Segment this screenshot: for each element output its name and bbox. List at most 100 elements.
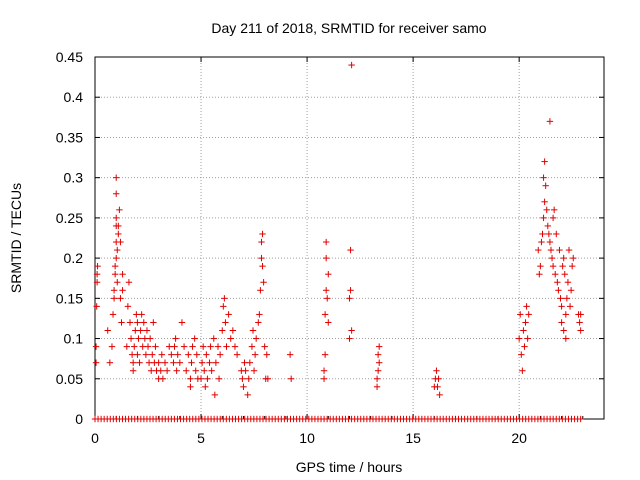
data-point: [374, 351, 382, 358]
x-tick-label: 10: [299, 430, 315, 446]
data-point: [562, 311, 570, 318]
data-point: [92, 343, 100, 350]
data-point: [93, 279, 101, 286]
data-point: [373, 383, 381, 391]
data-point: [286, 351, 294, 358]
data-point: [433, 367, 440, 374]
data-point: [245, 375, 252, 382]
data-point: [549, 262, 557, 270]
data-point: [113, 214, 120, 222]
data-point: [191, 335, 198, 342]
grid-lines: [95, 57, 604, 419]
data-point: [207, 343, 214, 350]
baseline-point: [577, 415, 584, 423]
data-point: [223, 343, 230, 350]
data-point: [249, 327, 257, 334]
data-point: [185, 351, 192, 358]
data-point: [212, 359, 220, 366]
data-point: [180, 343, 188, 350]
data-point: [538, 238, 545, 246]
data-point: [244, 391, 251, 399]
data-point: [547, 246, 555, 254]
data-point: [182, 367, 190, 374]
data-point: [518, 351, 525, 358]
data-point: [113, 254, 120, 262]
data-point: [546, 238, 554, 246]
data-point: [117, 238, 124, 246]
data-point: [517, 311, 524, 318]
data-point: [159, 375, 167, 382]
data-point: [115, 230, 122, 238]
x-axis-label: GPS time / hours: [296, 459, 403, 475]
data-point: [229, 327, 237, 334]
data-point: [553, 230, 560, 238]
data-point: [346, 335, 353, 342]
data-point: [189, 343, 196, 350]
data-point: [549, 214, 557, 222]
x-tick-label: 5: [197, 430, 205, 446]
data-point: [324, 295, 331, 302]
data-point: [114, 279, 121, 286]
data-point: [152, 343, 159, 350]
chart-title: Day 211 of 2018, SRMTID for receiver sam…: [211, 20, 486, 36]
y-tick-label: 0.45: [56, 49, 83, 65]
data-point: [138, 311, 145, 318]
data-point: [110, 287, 118, 294]
data-point: [129, 359, 137, 366]
data-point: [558, 319, 565, 326]
data-point: [548, 254, 556, 262]
data-point: [515, 335, 523, 342]
y-axis-label: SRMTID / TECUs: [8, 183, 24, 293]
data-point: [524, 335, 531, 342]
data-point: [126, 319, 134, 326]
data-point: [259, 262, 266, 270]
data-point: [239, 375, 246, 382]
data-point: [347, 246, 354, 254]
y-tick-labels: 0 0.05 0.1 0.15 0.2 0.25 0.3 0.35 0.4 0.45: [56, 49, 83, 427]
data-point: [171, 343, 178, 350]
data-point: [555, 287, 562, 294]
data-point: [348, 61, 355, 69]
data-point: [131, 343, 138, 350]
data-point: [556, 246, 563, 254]
data-point: [150, 319, 157, 326]
data-point: [215, 375, 223, 382]
data-point: [143, 327, 151, 334]
data-point: [246, 359, 254, 366]
data-point: [559, 262, 566, 270]
data-point: [320, 367, 328, 374]
data-point: [560, 254, 567, 262]
y-tick-label: 0.05: [56, 371, 83, 387]
data-point: [568, 262, 576, 270]
data-point: [114, 246, 121, 254]
data-point: [176, 359, 184, 366]
data-point: [250, 367, 258, 374]
data-point: [172, 335, 179, 342]
data-point: [566, 303, 574, 310]
data-point: [520, 327, 527, 334]
data-point: [222, 319, 229, 326]
data-point: [545, 230, 553, 238]
data-point: [565, 246, 573, 254]
data-point: [227, 335, 234, 342]
data-point: [119, 287, 126, 294]
data-point: [264, 375, 272, 382]
data-point: [540, 174, 547, 181]
data-point: [521, 343, 528, 350]
data-point: [562, 335, 570, 342]
data-point: [178, 319, 186, 326]
data-point: [373, 375, 381, 382]
data-point: [558, 303, 565, 310]
data-point: [92, 359, 100, 366]
data-point: [94, 262, 101, 270]
data-point: [567, 287, 575, 294]
data-point: [550, 206, 558, 214]
data-point: [375, 343, 383, 350]
data-point: [231, 343, 239, 350]
x-tick-label: 0: [91, 430, 99, 446]
data-point: [146, 335, 154, 342]
data-point: [197, 375, 205, 382]
data-point: [119, 271, 126, 278]
data-point: [188, 359, 195, 366]
